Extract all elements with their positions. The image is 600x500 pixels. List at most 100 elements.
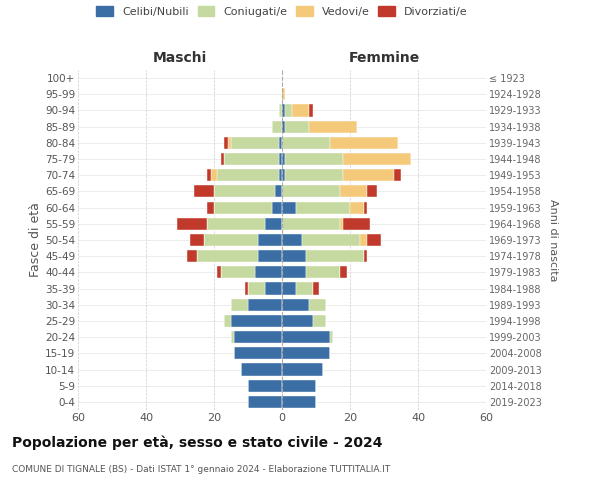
Bar [265, 282, 282, 294]
Bar [224, 137, 227, 149]
Bar [282, 120, 286, 132]
Bar [224, 315, 231, 327]
Bar [282, 218, 340, 230]
Bar [367, 234, 380, 246]
Bar [278, 137, 282, 149]
Bar [306, 266, 340, 278]
Text: Maschi: Maschi [153, 51, 207, 65]
Bar [296, 202, 350, 213]
Bar [313, 315, 326, 327]
Bar [190, 234, 204, 246]
Bar [207, 169, 211, 181]
Bar [282, 169, 286, 181]
Bar [282, 298, 309, 311]
Bar [286, 153, 343, 165]
Bar [255, 266, 282, 278]
Bar [224, 153, 278, 165]
Bar [231, 137, 278, 149]
Bar [340, 266, 347, 278]
Bar [248, 396, 282, 408]
Bar [245, 282, 248, 294]
Bar [282, 250, 306, 262]
Bar [350, 202, 364, 213]
Bar [282, 396, 316, 408]
Bar [204, 234, 258, 246]
Bar [364, 250, 367, 262]
Bar [258, 250, 282, 262]
Bar [176, 218, 207, 230]
Bar [221, 266, 255, 278]
Bar [211, 169, 217, 181]
Bar [282, 186, 340, 198]
Bar [306, 250, 364, 262]
Bar [265, 218, 282, 230]
Bar [278, 153, 282, 165]
Text: COMUNE DI TIGNALE (BS) - Dati ISTAT 1° gennaio 2024 - Elaborazione TUTTITALIA.IT: COMUNE DI TIGNALE (BS) - Dati ISTAT 1° g… [12, 465, 390, 474]
Bar [282, 153, 286, 165]
Bar [258, 234, 282, 246]
Bar [282, 348, 329, 360]
Bar [217, 266, 221, 278]
Bar [296, 282, 313, 294]
Bar [248, 282, 265, 294]
Bar [282, 88, 286, 101]
Bar [309, 120, 357, 132]
Bar [197, 250, 258, 262]
Bar [278, 104, 282, 117]
Bar [187, 250, 197, 262]
Bar [241, 364, 282, 376]
Bar [231, 298, 248, 311]
Bar [282, 266, 306, 278]
Bar [340, 218, 343, 230]
Bar [282, 137, 329, 149]
Bar [231, 315, 282, 327]
Bar [329, 137, 398, 149]
Bar [309, 298, 326, 311]
Bar [360, 234, 367, 246]
Legend: Celibi/Nubili, Coniugati/e, Vedovi/e, Divorziati/e: Celibi/Nubili, Coniugati/e, Vedovi/e, Di… [92, 2, 472, 21]
Bar [364, 202, 367, 213]
Bar [278, 169, 282, 181]
Bar [340, 186, 367, 198]
Bar [217, 169, 278, 181]
Bar [214, 186, 275, 198]
Bar [221, 153, 224, 165]
Bar [272, 120, 282, 132]
Bar [272, 202, 282, 213]
Bar [231, 331, 235, 343]
Bar [343, 153, 411, 165]
Bar [286, 104, 292, 117]
Bar [235, 348, 282, 360]
Bar [286, 120, 309, 132]
Bar [248, 298, 282, 311]
Bar [282, 331, 329, 343]
Bar [292, 104, 309, 117]
Bar [343, 218, 370, 230]
Bar [286, 169, 343, 181]
Bar [207, 218, 265, 230]
Bar [343, 169, 394, 181]
Bar [227, 137, 231, 149]
Bar [214, 202, 272, 213]
Bar [248, 380, 282, 392]
Bar [282, 380, 316, 392]
Bar [282, 202, 296, 213]
Bar [302, 234, 360, 246]
Bar [313, 282, 319, 294]
Text: Popolazione per età, sesso e stato civile - 2024: Popolazione per età, sesso e stato civil… [12, 435, 383, 450]
Bar [282, 315, 313, 327]
Y-axis label: Anni di nascita: Anni di nascita [548, 198, 559, 281]
Bar [235, 331, 282, 343]
Bar [282, 234, 302, 246]
Bar [282, 364, 323, 376]
Bar [394, 169, 401, 181]
Bar [309, 104, 313, 117]
Bar [329, 331, 333, 343]
Bar [282, 282, 296, 294]
Y-axis label: Fasce di età: Fasce di età [29, 202, 42, 278]
Bar [367, 186, 377, 198]
Bar [275, 186, 282, 198]
Bar [194, 186, 214, 198]
Bar [207, 202, 214, 213]
Bar [282, 104, 286, 117]
